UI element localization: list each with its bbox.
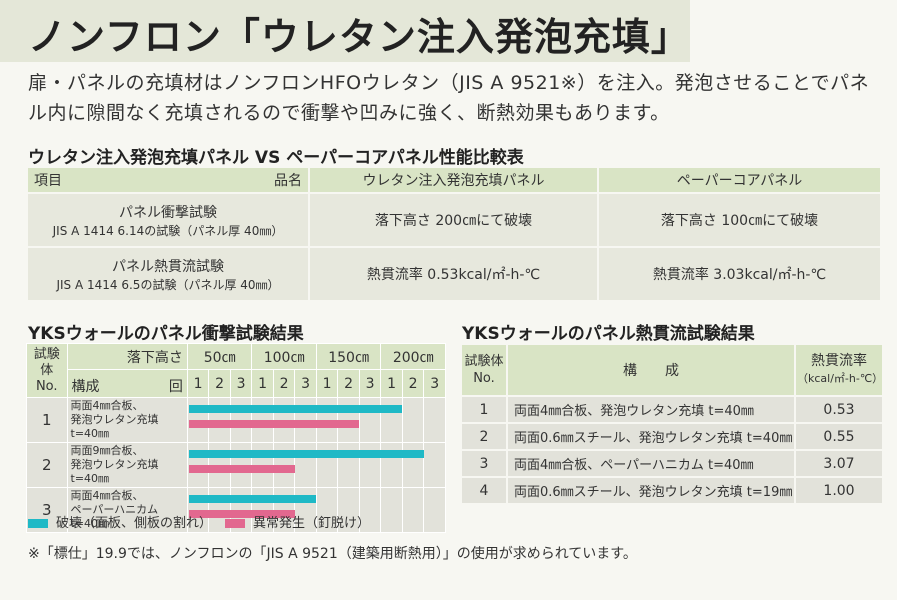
height-100: 100㎝ bbox=[251, 343, 317, 370]
row-no: 1 bbox=[460, 395, 508, 424]
row-name: パネル衝撃試験 bbox=[119, 204, 217, 221]
comparison-value-urethane: 落下高さ 200㎝にて破壊 bbox=[308, 192, 599, 248]
count-cell: 1 bbox=[251, 369, 274, 398]
item-label: 項目 bbox=[34, 173, 62, 189]
legend-abnormal: 異常発生（釘脱け） bbox=[225, 512, 370, 531]
comparison-col2-header: ペーパーコアパネル bbox=[597, 166, 882, 194]
comparison-value-urethane: 熱貫流率 0.53kcal/㎡-h-℃ bbox=[308, 246, 599, 302]
comparison-value-paper: 熱貫流率 3.03kcal/㎡-h-℃ bbox=[597, 246, 882, 302]
row-value: 3.07 bbox=[794, 449, 884, 478]
specimen-label: 試験体 bbox=[464, 354, 504, 369]
config-label: 構成 bbox=[71, 379, 100, 395]
config-line: 両面4㎜合板、 bbox=[70, 399, 144, 412]
legend-abnormal-swatch bbox=[225, 519, 245, 528]
config-line: ペーパーハニカム t=40㎜ bbox=[70, 503, 159, 530]
row-name: パネル熱貫流試験 bbox=[112, 258, 224, 275]
count-cell: 1 bbox=[186, 369, 210, 398]
comparison-heading: ウレタン注入発泡充填パネル VS ペーパーコアパネル性能比較表 bbox=[28, 148, 524, 168]
impact-table: 試験体 No. 落下高さ 50㎝ 100㎝ 150㎝ 200㎝ 構成 回 1 2… bbox=[26, 343, 446, 533]
row-value: 1.00 bbox=[794, 476, 884, 505]
count-cell: 3 bbox=[358, 369, 382, 398]
drop-height-label: 落下高さ bbox=[66, 343, 188, 370]
heat-row: 1 両面4㎜合板、発泡ウレタン充填 t=40㎜ 0.53 bbox=[460, 395, 884, 424]
row-sub: JIS A 1414 6.5の試験（パネル厚 40㎜） bbox=[56, 277, 280, 292]
row-config: 両面0.6㎜スチール、発泡ウレタン充填 t=19㎜ bbox=[506, 476, 796, 505]
comparison-row: パネル熱貫流試験 JIS A 1414 6.5の試験（パネル厚 40㎜） 熱貫流… bbox=[26, 246, 882, 302]
count-cell: 3 bbox=[294, 369, 317, 398]
config-line: 両面9㎜合板、 bbox=[70, 444, 144, 457]
row-no: 4 bbox=[460, 476, 508, 505]
row-no: 1 bbox=[26, 397, 68, 443]
value-header: 熱貫流率 （kcal/㎡-h-℃） bbox=[794, 343, 884, 397]
config-line: 発泡ウレタン充填 t=40㎜ bbox=[70, 413, 159, 440]
comparison-table: 項目 品名 ウレタン注入発泡充填パネル ペーパーコアパネル パネル衝撃試験 JI… bbox=[26, 166, 882, 302]
unit-label: （kcal/㎡-h-℃） bbox=[797, 372, 884, 385]
row-config: 両面4㎜合板、 ペーパーハニカム t=40㎜ bbox=[66, 487, 188, 533]
destruction-bar bbox=[189, 404, 403, 413]
abnormal-bar bbox=[189, 419, 360, 428]
page-title: ノンフロン「ウレタン注入発泡充填」 bbox=[28, 15, 690, 59]
specimen-header: 試験体 No. bbox=[26, 343, 68, 398]
no-label: No. bbox=[473, 371, 495, 386]
height-150: 150㎝ bbox=[315, 343, 382, 370]
row-config: 両面4㎜合板、ペーパーハニカム t=40㎜ bbox=[506, 449, 796, 478]
destruction-bar bbox=[189, 449, 424, 458]
footnote: ※「標仕」19.9では、ノンフロンの「JIS A 9521（建築用断熱用）」の使… bbox=[28, 546, 637, 562]
row-config: 両面9㎜合板、 発泡ウレタン充填 t=40㎜ bbox=[66, 442, 188, 488]
count-cell: 1 bbox=[315, 369, 339, 398]
specimen-header: 試験体 No. bbox=[460, 343, 508, 397]
row-config: 両面4㎜合板、 発泡ウレタン充填 t=40㎜ bbox=[66, 397, 188, 443]
intro-text: 扉・パネルの充填材はノンフロンHFOウレタン（JIS A 9521※）を注入。発… bbox=[28, 72, 870, 124]
comparison-corner-cell: 項目 品名 bbox=[26, 166, 310, 194]
heat-row: 2 両面0.6㎜スチール、発泡ウレタン充填 t=40㎜ 0.55 bbox=[460, 422, 884, 451]
row-sub: JIS A 1414 6.14の試験（パネル厚 40㎜） bbox=[52, 223, 284, 238]
abnormal-bar bbox=[189, 464, 295, 473]
destruction-bar bbox=[189, 494, 317, 503]
no-label: No. bbox=[35, 378, 58, 394]
row-value: 0.53 bbox=[794, 395, 884, 424]
count-cell: 2 bbox=[337, 369, 360, 398]
count-cell: 1 bbox=[380, 369, 403, 398]
comparison-row: パネル衝撃試験 JIS A 1414 6.14の試験（パネル厚 40㎜） 落下高… bbox=[26, 192, 882, 248]
height-50: 50㎝ bbox=[186, 343, 253, 370]
count-cell: 2 bbox=[272, 369, 296, 398]
config-header: 構 成 bbox=[506, 343, 796, 397]
row-config: 両面4㎜合板、発泡ウレタン充填 t=40㎜ bbox=[506, 395, 796, 424]
title-band bbox=[0, 0, 690, 62]
row-no: 3 bbox=[460, 449, 508, 478]
row-no: 2 bbox=[26, 442, 68, 488]
heat-row: 3 両面4㎜合板、ペーパーハニカム t=40㎜ 3.07 bbox=[460, 449, 884, 478]
config-times-cell: 構成 回 bbox=[66, 369, 188, 398]
legend-destruction-swatch bbox=[28, 519, 48, 528]
count-cell: 2 bbox=[401, 369, 425, 398]
heat-heading: YKSウォールのパネル熱貫流試験結果 bbox=[462, 324, 755, 344]
value-label: 熱貫流率 bbox=[811, 353, 867, 369]
times-label: 回 bbox=[168, 379, 183, 395]
height-200: 200㎝ bbox=[380, 343, 446, 370]
row-value: 0.55 bbox=[794, 422, 884, 451]
count-cell: 2 bbox=[208, 369, 231, 398]
comparison-row-label: パネル熱貫流試験 JIS A 1414 6.5の試験（パネル厚 40㎜） bbox=[26, 246, 310, 302]
comparison-row-label: パネル衝撃試験 JIS A 1414 6.14の試験（パネル厚 40㎜） bbox=[26, 192, 310, 248]
comparison-value-paper: 落下高さ 100㎝にて破壊 bbox=[597, 192, 882, 248]
comparison-col1-header: ウレタン注入発泡充填パネル bbox=[308, 166, 599, 194]
count-cell: 3 bbox=[423, 369, 446, 398]
specimen-label: 試験体 bbox=[33, 346, 60, 378]
config-line: 両面4㎜合板、 bbox=[70, 489, 144, 502]
legend-destruction: 破壊（面板、側板の割れ） bbox=[28, 512, 212, 531]
heat-row: 4 両面0.6㎜スチール、発泡ウレタン充填 t=19㎜ 1.00 bbox=[460, 476, 884, 505]
legend-abnormal-label: 異常発生（釘脱け） bbox=[253, 516, 371, 531]
config-line: 発泡ウレタン充填 t=40㎜ bbox=[70, 458, 159, 485]
abnormal-bar bbox=[189, 509, 295, 518]
heat-table: 試験体 No. 構 成 熱貫流率 （kcal/㎡-h-℃） 1 両面4㎜合板、発… bbox=[460, 343, 884, 505]
product-label: 品名 bbox=[274, 173, 302, 189]
row-config: 両面0.6㎜スチール、発泡ウレタン充填 t=40㎜ bbox=[506, 422, 796, 451]
impact-heading: YKSウォールのパネル衝撃試験結果 bbox=[28, 324, 304, 344]
count-cell: 3 bbox=[229, 369, 253, 398]
row-no: 2 bbox=[460, 422, 508, 451]
legend-destruction-label: 破壊（面板、側板の割れ） bbox=[56, 516, 213, 531]
